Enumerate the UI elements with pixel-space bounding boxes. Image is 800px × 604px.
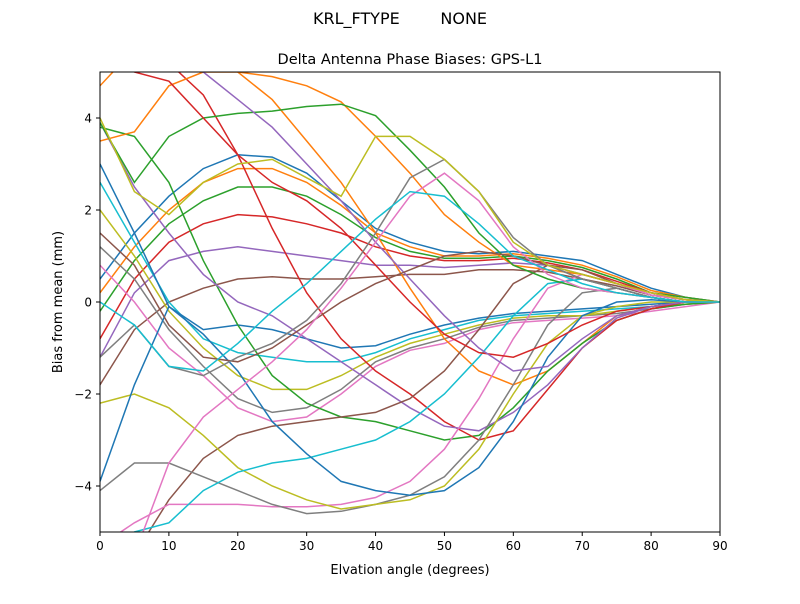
- series-line-14: [100, 122, 720, 432]
- series-line-13: [177, 72, 720, 441]
- x-tick-label: 50: [437, 539, 452, 553]
- x-tick-label: 30: [299, 539, 314, 553]
- series-line-11: [100, 72, 720, 386]
- series-line-28: [100, 117, 720, 303]
- y-tick-label: 0: [84, 296, 92, 310]
- suptitle: KRL_FTYPE NONE: [313, 9, 487, 29]
- series-line-25: [100, 232, 720, 363]
- chart-title: Delta Antenna Phase Biases: GPS-L1: [278, 52, 543, 68]
- y-axis-label: Bias from mean (mm): [51, 231, 66, 373]
- series-line-29: [100, 190, 720, 372]
- x-tick-label: 0: [96, 539, 104, 553]
- x-tick-label: 20: [230, 539, 245, 553]
- y-tick-label: −4: [74, 480, 92, 494]
- x-tick-label: 40: [368, 539, 383, 553]
- series-line-0: [100, 154, 720, 303]
- x-tick-label: 10: [161, 539, 176, 553]
- series-lines: [100, 72, 720, 532]
- series-line-24: [197, 72, 720, 372]
- series-line-5: [100, 269, 720, 386]
- x-axis-label: Elvation angle (degrees): [330, 563, 489, 578]
- series-line-22: [100, 103, 720, 303]
- y-tick-label: 4: [84, 112, 92, 126]
- series-line-26: [142, 172, 720, 532]
- x-tick-label: 60: [506, 539, 521, 553]
- series-line-3: [100, 213, 720, 340]
- y-tick-label: 2: [84, 204, 92, 218]
- series-line-1: [100, 167, 720, 303]
- y-axis: −4 −2 0 2 4: [74, 112, 100, 494]
- series-line-2: [100, 186, 720, 312]
- x-axis: 0 10 20 30 40 50 60 70 80 90: [96, 532, 728, 553]
- x-tick-label: 80: [643, 539, 658, 553]
- series-line-9: [100, 182, 720, 363]
- series-line-27: [100, 158, 720, 377]
- x-tick-label: 90: [712, 539, 727, 553]
- series-line-20: [100, 298, 720, 496]
- y-tick-label: −2: [74, 388, 92, 402]
- x-tick-label: 70: [575, 539, 590, 553]
- series-line-23: [133, 72, 720, 358]
- series-line-19: [133, 278, 720, 532]
- series-line-18: [100, 301, 720, 510]
- series-line-7: [100, 246, 720, 414]
